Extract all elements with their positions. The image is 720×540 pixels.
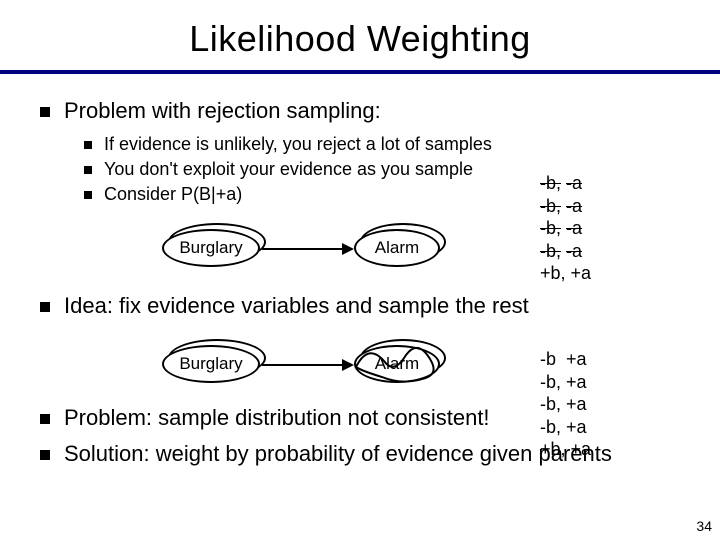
bullet-square-icon xyxy=(40,414,50,424)
sample-b: +b, xyxy=(540,263,566,283)
bullet-square-icon xyxy=(84,191,92,199)
sample-list-2: -b +a -b, +a -b, +a -b, +a +b, +a xyxy=(540,348,591,461)
bullet-solution: Solution: weight by probability of evide… xyxy=(40,441,690,467)
sample-b: +b, xyxy=(540,439,566,459)
sample-row: -b, +a xyxy=(540,393,591,416)
slide-title: Likelihood Weighting xyxy=(30,18,690,60)
sample-b: -b xyxy=(540,349,556,369)
bullet-text: You don't exploit your evidence as you s… xyxy=(104,159,473,180)
sample-a: -a xyxy=(566,241,582,261)
sample-row: -b, +a xyxy=(540,416,591,439)
sample-row: -b +a xyxy=(540,348,591,371)
bullet-idea: Idea: fix evidence variables and sample … xyxy=(40,293,690,319)
node-burglary: Burglary xyxy=(162,229,260,267)
sample-b: -b, xyxy=(540,218,561,238)
sample-a: +a xyxy=(571,263,592,283)
sample-a: +a xyxy=(566,349,587,369)
node-label: Alarm xyxy=(375,238,419,258)
sample-b: -b, xyxy=(540,241,561,261)
sample-b: -b, xyxy=(540,173,561,193)
node-label: Burglary xyxy=(179,354,242,374)
arrow-icon xyxy=(260,239,356,259)
bullet-square-icon xyxy=(40,450,50,460)
bullet-problem2: Problem: sample distribution not consist… xyxy=(40,405,690,431)
sample-list-1: -b, -a -b, -a -b, -a -b, -a +b, +a xyxy=(540,172,591,285)
slide: Likelihood Weighting Problem with reject… xyxy=(0,0,720,540)
bullet-text: Consider P(B|+a) xyxy=(104,184,242,205)
sample-a: +a xyxy=(571,439,592,459)
bullet-text: If evidence is unlikely, you reject a lo… xyxy=(104,134,492,155)
bullet-text: Idea: fix evidence variables and sample … xyxy=(64,293,529,319)
title-underline xyxy=(0,70,720,74)
sample-b: -b, xyxy=(540,372,561,392)
node-label: Burglary xyxy=(179,238,242,258)
arrow-icon xyxy=(260,355,356,375)
sample-row: -b, -a xyxy=(540,172,591,195)
sample-a: -a xyxy=(566,173,582,193)
sample-b: -b, xyxy=(540,417,561,437)
bullet-text: Problem with rejection sampling: xyxy=(64,98,381,124)
sample-a: -a xyxy=(566,196,582,216)
sample-a: +a xyxy=(566,394,587,414)
sample-row: -b, +a xyxy=(540,371,591,394)
subbullet-2: You don't exploit your evidence as you s… xyxy=(84,159,690,180)
bullet-square-icon xyxy=(40,302,50,312)
bullet-square-icon xyxy=(40,107,50,117)
sample-b: -b, xyxy=(540,196,561,216)
sample-row: -b, -a xyxy=(540,195,591,218)
sample-a: +a xyxy=(566,372,587,392)
node-alarm: Alarm xyxy=(354,229,440,267)
bullet-text: Problem: sample distribution not consist… xyxy=(64,405,490,431)
node-burglary: Burglary xyxy=(162,345,260,383)
bullet-square-icon xyxy=(84,166,92,174)
sample-a: +a xyxy=(566,417,587,437)
bullet-problem: Problem with rejection sampling: xyxy=(40,98,690,124)
subbullet-1: If evidence is unlikely, you reject a lo… xyxy=(84,134,690,155)
subbullet-3: Consider P(B|+a) xyxy=(84,184,690,205)
sample-row: -b, -a xyxy=(540,217,591,240)
sample-row: -b, -a xyxy=(540,240,591,263)
bullet-text: Solution: weight by probability of evide… xyxy=(64,441,612,467)
sample-row: +b, +a xyxy=(540,438,591,461)
scribble-icon xyxy=(348,337,448,389)
sample-row: +b, +a xyxy=(540,262,591,285)
sample-a: -a xyxy=(566,218,582,238)
page-number: 34 xyxy=(696,518,712,534)
bullet-square-icon xyxy=(84,141,92,149)
sample-b: -b, xyxy=(540,394,561,414)
